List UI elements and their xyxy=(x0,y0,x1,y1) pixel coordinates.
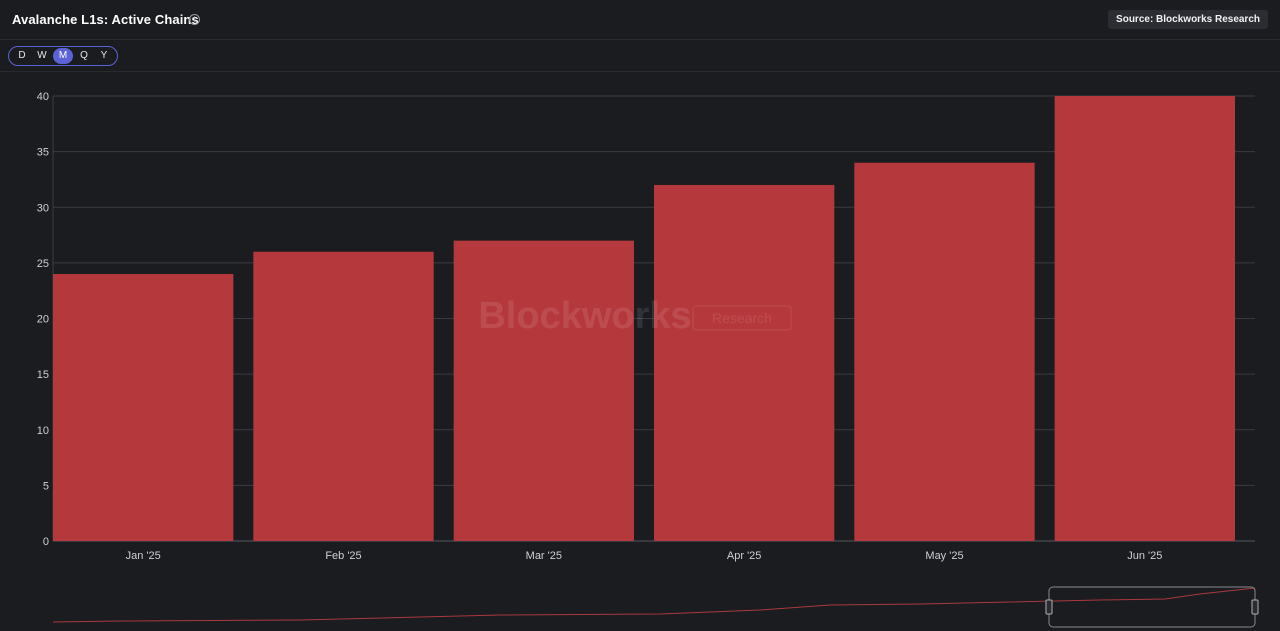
x-tick-label: Apr '25 xyxy=(727,550,762,562)
x-tick-label: Feb '25 xyxy=(325,550,361,562)
x-axis: Jan '25 Feb '25 Mar '25 Apr '25 May '25 Jun '… xyxy=(126,550,1163,562)
chart-toolbar: D W M Q Y xyxy=(0,40,1280,72)
x-tick-label: Jun '25 xyxy=(1127,550,1162,562)
bar[interactable] xyxy=(453,240,634,541)
navigator-window[interactable] xyxy=(1048,586,1256,628)
period-button-q[interactable]: Q xyxy=(80,50,88,61)
watermark-brand: Blockworks xyxy=(478,295,691,337)
source-badge: Source: Blockworks Research xyxy=(1108,10,1268,29)
x-tick-label: Jan '25 xyxy=(126,550,161,562)
bar[interactable] xyxy=(854,162,1035,541)
period-button-d[interactable]: D xyxy=(18,50,26,61)
y-tick-label: 40 xyxy=(37,91,49,103)
chart-header: Avalanche L1s: Active Chains i Source: B… xyxy=(0,0,1280,40)
y-tick-label: 30 xyxy=(37,202,49,214)
watermark: Blockworks Research xyxy=(478,295,792,337)
info-circle-icon[interactable]: i xyxy=(189,14,200,25)
x-tick-label: May '25 xyxy=(925,550,963,562)
period-selector: D W M Q Y xyxy=(8,46,118,66)
y-tick-label: 10 xyxy=(37,425,49,437)
bar[interactable] xyxy=(1054,96,1235,541)
watermark-tag: Research xyxy=(712,310,772,326)
y-tick-label: 35 xyxy=(37,147,49,159)
y-tick-label: 5 xyxy=(43,480,49,492)
period-button-y[interactable]: Y xyxy=(100,50,108,61)
bar[interactable] xyxy=(53,274,234,541)
chart-title: Avalanche L1s: Active Chains xyxy=(12,12,199,27)
watermark-tag-box xyxy=(692,305,792,331)
y-tick-label: 20 xyxy=(37,314,49,326)
y-tick-label: 0 xyxy=(43,536,49,548)
y-tick-label: 25 xyxy=(37,258,49,270)
navigator-line xyxy=(52,587,1256,623)
bar[interactable] xyxy=(253,251,434,541)
range-navigator[interactable] xyxy=(52,586,1259,628)
period-button-m[interactable]: M xyxy=(53,48,73,64)
navigator-right-handle[interactable] xyxy=(1251,599,1259,615)
bar[interactable] xyxy=(654,185,835,541)
period-button-w[interactable]: W xyxy=(37,50,47,61)
x-tick-label: Mar '25 xyxy=(526,550,562,562)
navigator-left-handle[interactable] xyxy=(1045,599,1053,615)
y-tick-label: 15 xyxy=(37,369,49,381)
y-axis: 0 5 10 15 20 25 30 35 40 xyxy=(37,91,49,548)
bars xyxy=(53,96,1235,541)
